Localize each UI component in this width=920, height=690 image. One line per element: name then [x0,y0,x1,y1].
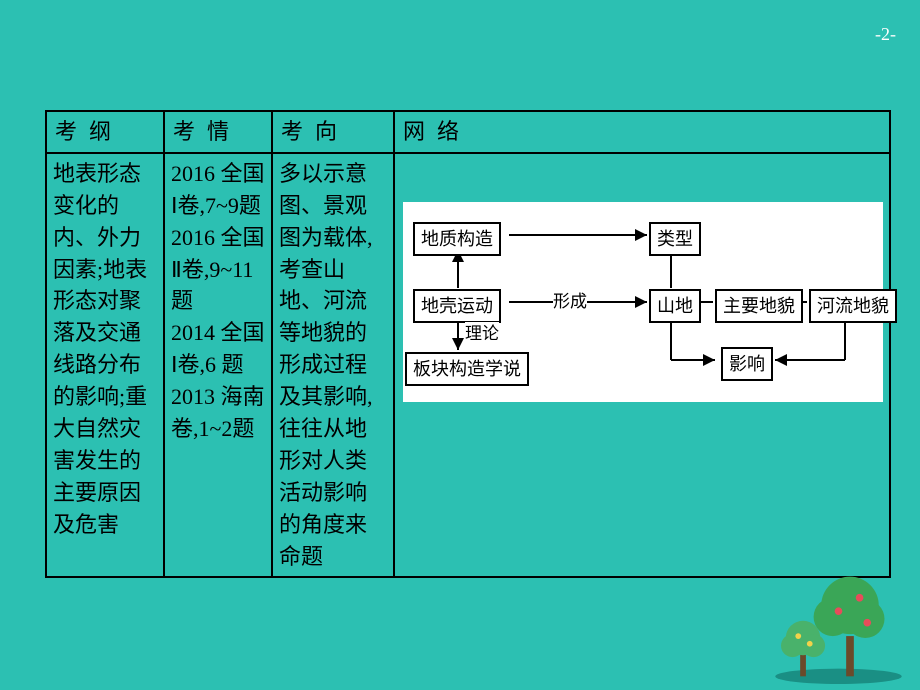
header-kaoqing: 考情 [164,111,272,153]
body-row: 地表形态变化的内、外力因素;地表形态对聚落及交通线路分布的影响;重大自然灾害发生… [46,153,890,578]
node-zhuyao-dimao: 主要地貌 [715,289,803,323]
main-table: 考纲 考情 考向 网络 地表形态变化的内、外力因素;地表形态对聚落及交通线路分布… [45,110,891,578]
cell-kaoxiang: 多以示意图、景观图为载体,考查山地、河流等地貌的形成过程及其影响,往往从地形对人… [272,153,394,578]
label-lilun: 理论 [465,322,499,347]
node-dike-yundong: 地壳运动 [413,289,501,323]
page-number: -2- [875,24,896,45]
cell-kaogang: 地表形态变化的内、外力因素;地表形态对聚落及交通线路分布的影响;重大自然灾害发生… [46,153,164,578]
node-leixing: 类型 [649,222,701,256]
node-dizhi-gouzao: 地质构造 [413,222,501,256]
header-kaoxiang: 考向 [272,111,394,153]
node-heliu-dimao: 河流地貌 [809,289,897,323]
node-yingxiang: 影响 [721,347,773,381]
header-wangluo: 网络 [394,111,890,153]
node-shandi: 山地 [649,289,701,323]
header-row: 考纲 考情 考向 网络 [46,111,890,153]
cell-wangluo: 地质构造 类型 地壳运动 山地 主要地貌 河流地貌 板块构造学说 影响 形成 理… [394,153,890,578]
header-kaogang: 考纲 [46,111,164,153]
concept-diagram: 地质构造 类型 地壳运动 山地 主要地貌 河流地貌 板块构造学说 影响 形成 理… [403,202,883,402]
node-bankuai-xueshuo: 板块构造学说 [405,352,529,386]
label-xingcheng: 形成 [553,290,587,315]
cell-kaoqing: 2016 全国Ⅰ卷,7~9题 2016 全国Ⅱ卷,9~11题 2014 全国Ⅰ卷… [164,153,272,578]
trees-decoration-icon [771,569,906,684]
